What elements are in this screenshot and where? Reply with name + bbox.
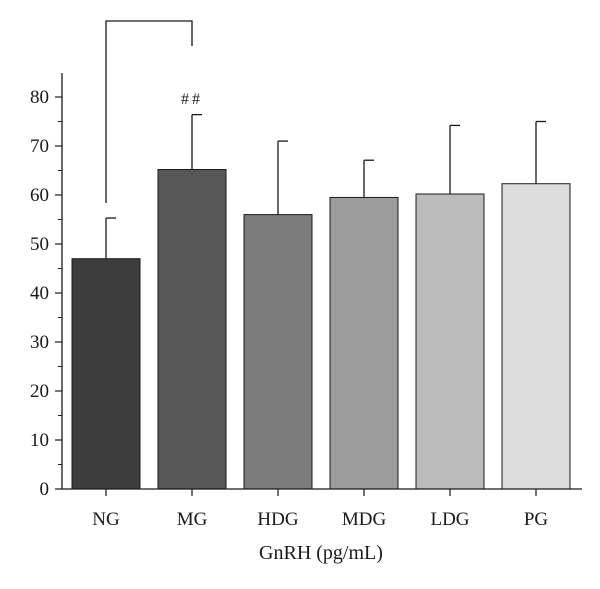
y-tick-label-70: 70 bbox=[30, 136, 49, 157]
significance-bracket bbox=[105, 20, 193, 204]
y-tick-label-0: 0 bbox=[40, 479, 50, 500]
significance-marker: ## bbox=[181, 91, 203, 108]
y-tick-label-60: 60 bbox=[30, 185, 49, 206]
x-tick-label-ldg: LDG bbox=[430, 509, 469, 530]
y-tick-label-20: 20 bbox=[30, 381, 49, 402]
x-tick-label-hdg: HDG bbox=[257, 509, 298, 530]
annotation-layer: ## bbox=[105, 20, 203, 204]
bar-hdg bbox=[243, 214, 313, 490]
y-tick-label-50: 50 bbox=[30, 234, 49, 255]
axes-layer: NG MG HDG MDG LDG PG 0 10 20 30 40 50 60 70 80 bbox=[30, 73, 582, 530]
bar-ldg bbox=[415, 193, 485, 490]
x-tick-label-ng: NG bbox=[92, 509, 120, 530]
y-tick-label-80: 80 bbox=[30, 87, 49, 108]
y-tick-label-30: 30 bbox=[30, 332, 49, 353]
x-axis-title: GnRH (pg/mL) bbox=[259, 542, 383, 564]
x-tick-label-pg: PG bbox=[524, 509, 549, 530]
bar-mdg bbox=[329, 196, 399, 490]
y-tick-label-40: 40 bbox=[30, 283, 49, 304]
bar-pg bbox=[501, 183, 571, 490]
y-tick-label-10: 10 bbox=[30, 430, 49, 451]
bars-layer bbox=[71, 113, 571, 490]
x-tick-label-mg: MG bbox=[177, 509, 208, 530]
x-tick-label-mdg: MDG bbox=[342, 509, 387, 530]
bar-mg bbox=[157, 169, 227, 490]
bar-ng bbox=[71, 258, 141, 490]
